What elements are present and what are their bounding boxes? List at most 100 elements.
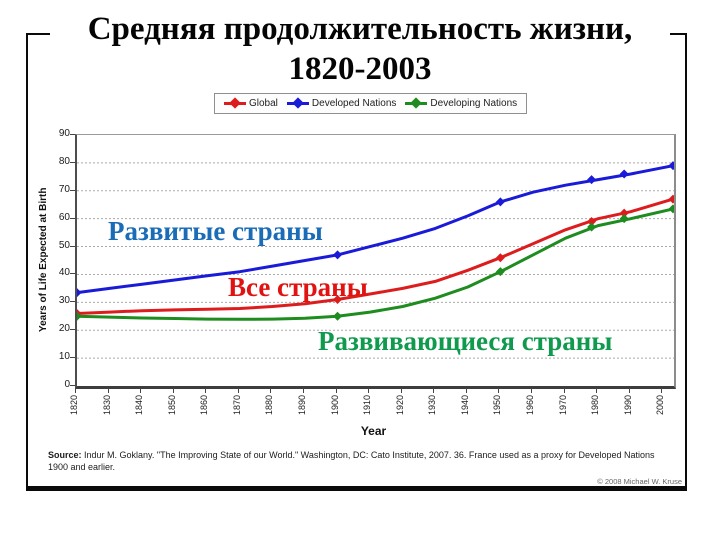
x-tick-label: 1960: [524, 395, 535, 416]
y-tick-mark: [70, 189, 75, 191]
legend-item-developing: Developing Nations: [405, 97, 518, 109]
x-tick-mark: [400, 388, 402, 393]
series-marker-1: [495, 197, 505, 207]
x-tick-label: 1880: [264, 395, 275, 416]
x-tick-label: 1870: [231, 395, 242, 416]
y-tick-mark: [70, 357, 75, 359]
y-tick-label: 80: [58, 155, 70, 167]
x-tick-mark: [270, 388, 272, 393]
y-tick-mark: [70, 301, 75, 303]
series-marker-1: [587, 175, 597, 185]
x-tick-label: 1970: [557, 395, 568, 416]
chart-legend: Global Developed Nations Developing Nati…: [214, 93, 528, 114]
x-tick-mark: [563, 388, 565, 393]
x-tick-label: 1910: [362, 395, 373, 416]
x-tick-mark: [205, 388, 207, 393]
x-tick-mark: [530, 388, 532, 393]
legend-label-global: Global: [249, 98, 278, 109]
x-tick-mark: [140, 388, 142, 393]
annotation-global: Все страны: [228, 272, 368, 302]
x-tick-label: 1950: [492, 395, 503, 416]
x-tick-mark: [628, 388, 630, 393]
source-text: Indur M. Goklany. "The Improving State o…: [48, 450, 655, 473]
x-tick-label: 1830: [101, 395, 112, 416]
y-tick-label: 0: [64, 379, 70, 390]
slide-title-line1: Средняя продолжительность жизни,: [87, 11, 633, 47]
x-tick-label: 2000: [655, 395, 666, 416]
series-marker-1: [333, 250, 343, 260]
y-tick-mark: [70, 217, 75, 219]
y-tick-mark: [70, 329, 75, 331]
legend-item-developed: Developed Nations: [286, 97, 396, 109]
x-tick-mark: [498, 388, 500, 393]
x-axis-title: Year: [360, 424, 387, 438]
x-tick-mark: [302, 388, 304, 393]
series-marker-2: [495, 267, 505, 277]
x-tick-label: 1990: [622, 395, 633, 416]
series-marker-1: [77, 288, 82, 298]
x-tick-label: 1860: [199, 395, 210, 416]
y-tick-mark: [70, 245, 75, 247]
legend-item-global: Global: [224, 97, 278, 109]
y-tick-mark: [70, 273, 75, 275]
x-tick-label: 1940: [459, 395, 470, 416]
y-tick-label: 70: [58, 183, 70, 195]
slide-title-line2: 1820-2003: [288, 50, 432, 87]
x-tick-mark: [368, 388, 370, 393]
x-tick-mark: [172, 388, 174, 393]
series-line-1: [77, 164, 674, 295]
plot-area: [75, 134, 676, 389]
slide-title: Средняя продолжительность жизни, 1820-20…: [50, 10, 670, 92]
source-note: Source: Indur M. Goklany. "The Improving…: [48, 449, 662, 473]
annotation-developed-nations: Развитые страны: [108, 216, 323, 246]
y-tick-label: 90: [58, 128, 70, 139]
x-tick-mark: [596, 388, 598, 393]
y-tick-label: 40: [58, 267, 70, 279]
x-tick-label: 1850: [166, 395, 177, 416]
series-marker-2: [77, 311, 82, 321]
annotation-developing-nations: Развивающиеся страны: [318, 326, 613, 356]
series-line-2: [77, 207, 674, 321]
legend-marker-global-icon: [224, 97, 246, 109]
source-label: Source:: [48, 450, 82, 460]
y-tick-label: 10: [58, 351, 70, 363]
series-line-0: [77, 197, 674, 315]
series-marker-0: [333, 295, 343, 305]
series-marker-0: [619, 208, 629, 218]
x-tick-label: 1820: [69, 395, 79, 416]
x-tick-mark: [75, 388, 76, 393]
x-tick-mark: [237, 388, 239, 393]
legend-marker-developing-icon: [405, 97, 428, 109]
y-tick-mark: [70, 134, 75, 135]
series-marker-0: [495, 253, 505, 263]
x-tick-mark: [335, 388, 337, 393]
y-tick-label: 60: [58, 211, 70, 223]
x-tick-mark: [107, 388, 109, 393]
series-marker-1: [668, 161, 674, 171]
copyright-note: © 2008 Michael W. Kruse: [597, 477, 682, 486]
x-tick-mark: [661, 388, 663, 393]
series-marker-2: [668, 204, 674, 214]
x-tick-label: 1890: [296, 395, 307, 416]
y-tick-label: 50: [58, 239, 70, 251]
y-tick-mark: [70, 385, 75, 386]
y-tick-label: 30: [58, 295, 70, 307]
x-tick-label: 1840: [134, 395, 145, 416]
series-marker-2: [333, 311, 343, 321]
x-tick-label: 1920: [394, 395, 405, 416]
x-tick-label: 1900: [329, 395, 340, 416]
y-axis-title: Years of Life Expected at Birth: [38, 187, 49, 332]
series-marker-0: [668, 194, 674, 204]
series-marker-1: [619, 169, 629, 179]
y-tick-label: 20: [58, 323, 70, 335]
x-tick-mark: [465, 388, 467, 393]
x-tick-label: 1980: [590, 395, 601, 416]
series-marker-2: [587, 222, 597, 232]
x-tick-label: 1930: [427, 395, 438, 416]
series-marker-2: [619, 214, 629, 224]
legend-marker-developed-icon: [286, 97, 309, 109]
y-tick-mark: [70, 161, 75, 163]
series-marker-0: [587, 216, 597, 226]
legend-label-developing: Developing Nations: [430, 98, 518, 109]
